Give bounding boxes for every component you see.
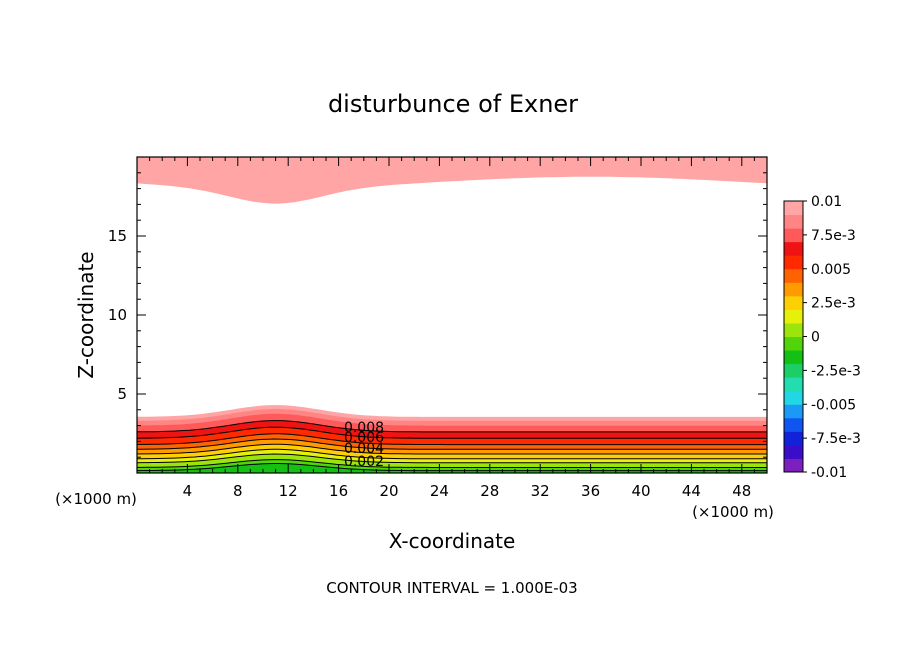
- x-tick-label: 36: [581, 482, 600, 500]
- x-tick-label: 8: [233, 482, 243, 500]
- y-axis-label: Z-coordinate: [74, 251, 98, 378]
- colorbar-swatch: [784, 322, 803, 337]
- y-tick-label: 5: [117, 385, 127, 403]
- colorbar-swatch: [784, 241, 803, 256]
- chart-title: disturbunce of Exner: [328, 90, 578, 118]
- colorbar-swatch: [784, 444, 803, 459]
- x-tick-label: 28: [480, 482, 499, 500]
- colorbar-label: -2.5e-3: [811, 363, 861, 379]
- colorbar-label: 0: [811, 330, 820, 346]
- contour-fill-group: [137, 157, 767, 473]
- x-tick-label: 44: [682, 482, 701, 500]
- x-tick-label: 40: [631, 482, 650, 500]
- colorbar-swatch: [784, 214, 803, 229]
- contour-line: [137, 448, 767, 460]
- contour-line: [137, 443, 767, 455]
- contour-label: 0.002: [344, 454, 384, 470]
- colorbar-swatch: [784, 390, 803, 405]
- x-tick-label: 4: [183, 482, 193, 500]
- colorbar-swatch: [784, 282, 803, 297]
- contour-line: [137, 420, 767, 433]
- x-axis-label: X-coordinate: [389, 529, 516, 553]
- x-tick-label: 48: [732, 482, 751, 500]
- x-tick-label: 12: [279, 482, 298, 500]
- x-tick-label: 16: [329, 482, 348, 500]
- colorbar-swatch: [784, 350, 803, 365]
- colorbar-label: 7.5e-3: [811, 228, 856, 244]
- colorbar-swatch: [784, 255, 803, 270]
- colorbar-swatch: [784, 363, 803, 378]
- colorbar-label: 0.01: [811, 194, 842, 210]
- contour-line: [137, 453, 767, 464]
- x-unit-label-left: (×1000 m): [55, 490, 137, 508]
- colorbar-label: -0.005: [811, 397, 856, 413]
- colorbar-swatch: [784, 228, 803, 243]
- colorbar-swatch: [784, 417, 803, 432]
- colorbar-swatch: [784, 201, 803, 216]
- colorbar-swatch: [784, 268, 803, 283]
- contour-line: [137, 438, 767, 450]
- colorbar-swatch: [784, 295, 803, 310]
- x-unit-label-right: (×1000 m): [692, 503, 774, 521]
- colorbar-swatch: [784, 336, 803, 351]
- colorbar-swatch: [784, 404, 803, 419]
- contour-line: [137, 459, 767, 468]
- contour-label: 0.008: [344, 420, 384, 436]
- colorbar-swatch: [784, 377, 803, 392]
- y-tick-label: 10: [108, 306, 127, 324]
- colorbar-swatch: [784, 458, 803, 473]
- contour-label: 0.004: [344, 441, 384, 457]
- colorbar-label: 0.005: [811, 262, 851, 278]
- contour-band-top: [137, 157, 767, 204]
- x-tick-label: 32: [531, 482, 550, 500]
- colorbar-swatch: [784, 431, 803, 446]
- colorbar-label: -0.01: [811, 465, 847, 481]
- contour-label: 0.006: [344, 430, 384, 446]
- colorbar-label: -7.5e-3: [811, 431, 861, 447]
- colorbar-swatch: [784, 309, 803, 324]
- contour-interval-note: CONTOUR INTERVAL = 1.000E-03: [326, 579, 577, 597]
- contour-line: [137, 433, 767, 446]
- x-tick-label: 24: [430, 482, 449, 500]
- colorbar-label: 2.5e-3: [811, 296, 856, 312]
- contour-line: [137, 426, 767, 439]
- y-tick-label: 15: [108, 227, 127, 245]
- colorbar: 0.01 7.5e-3 0.005 2.5e-3 0 -2.5e-3 -0.005 -7.5e…: [783, 194, 861, 481]
- x-tick-label: 20: [379, 482, 398, 500]
